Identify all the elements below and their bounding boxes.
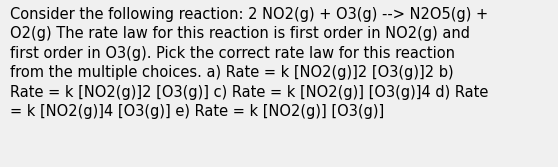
Text: Consider the following reaction: 2 NO2(g) + O3(g) --> N2O5(g) +
O2(g) The rate l: Consider the following reaction: 2 NO2(g… <box>10 7 488 119</box>
